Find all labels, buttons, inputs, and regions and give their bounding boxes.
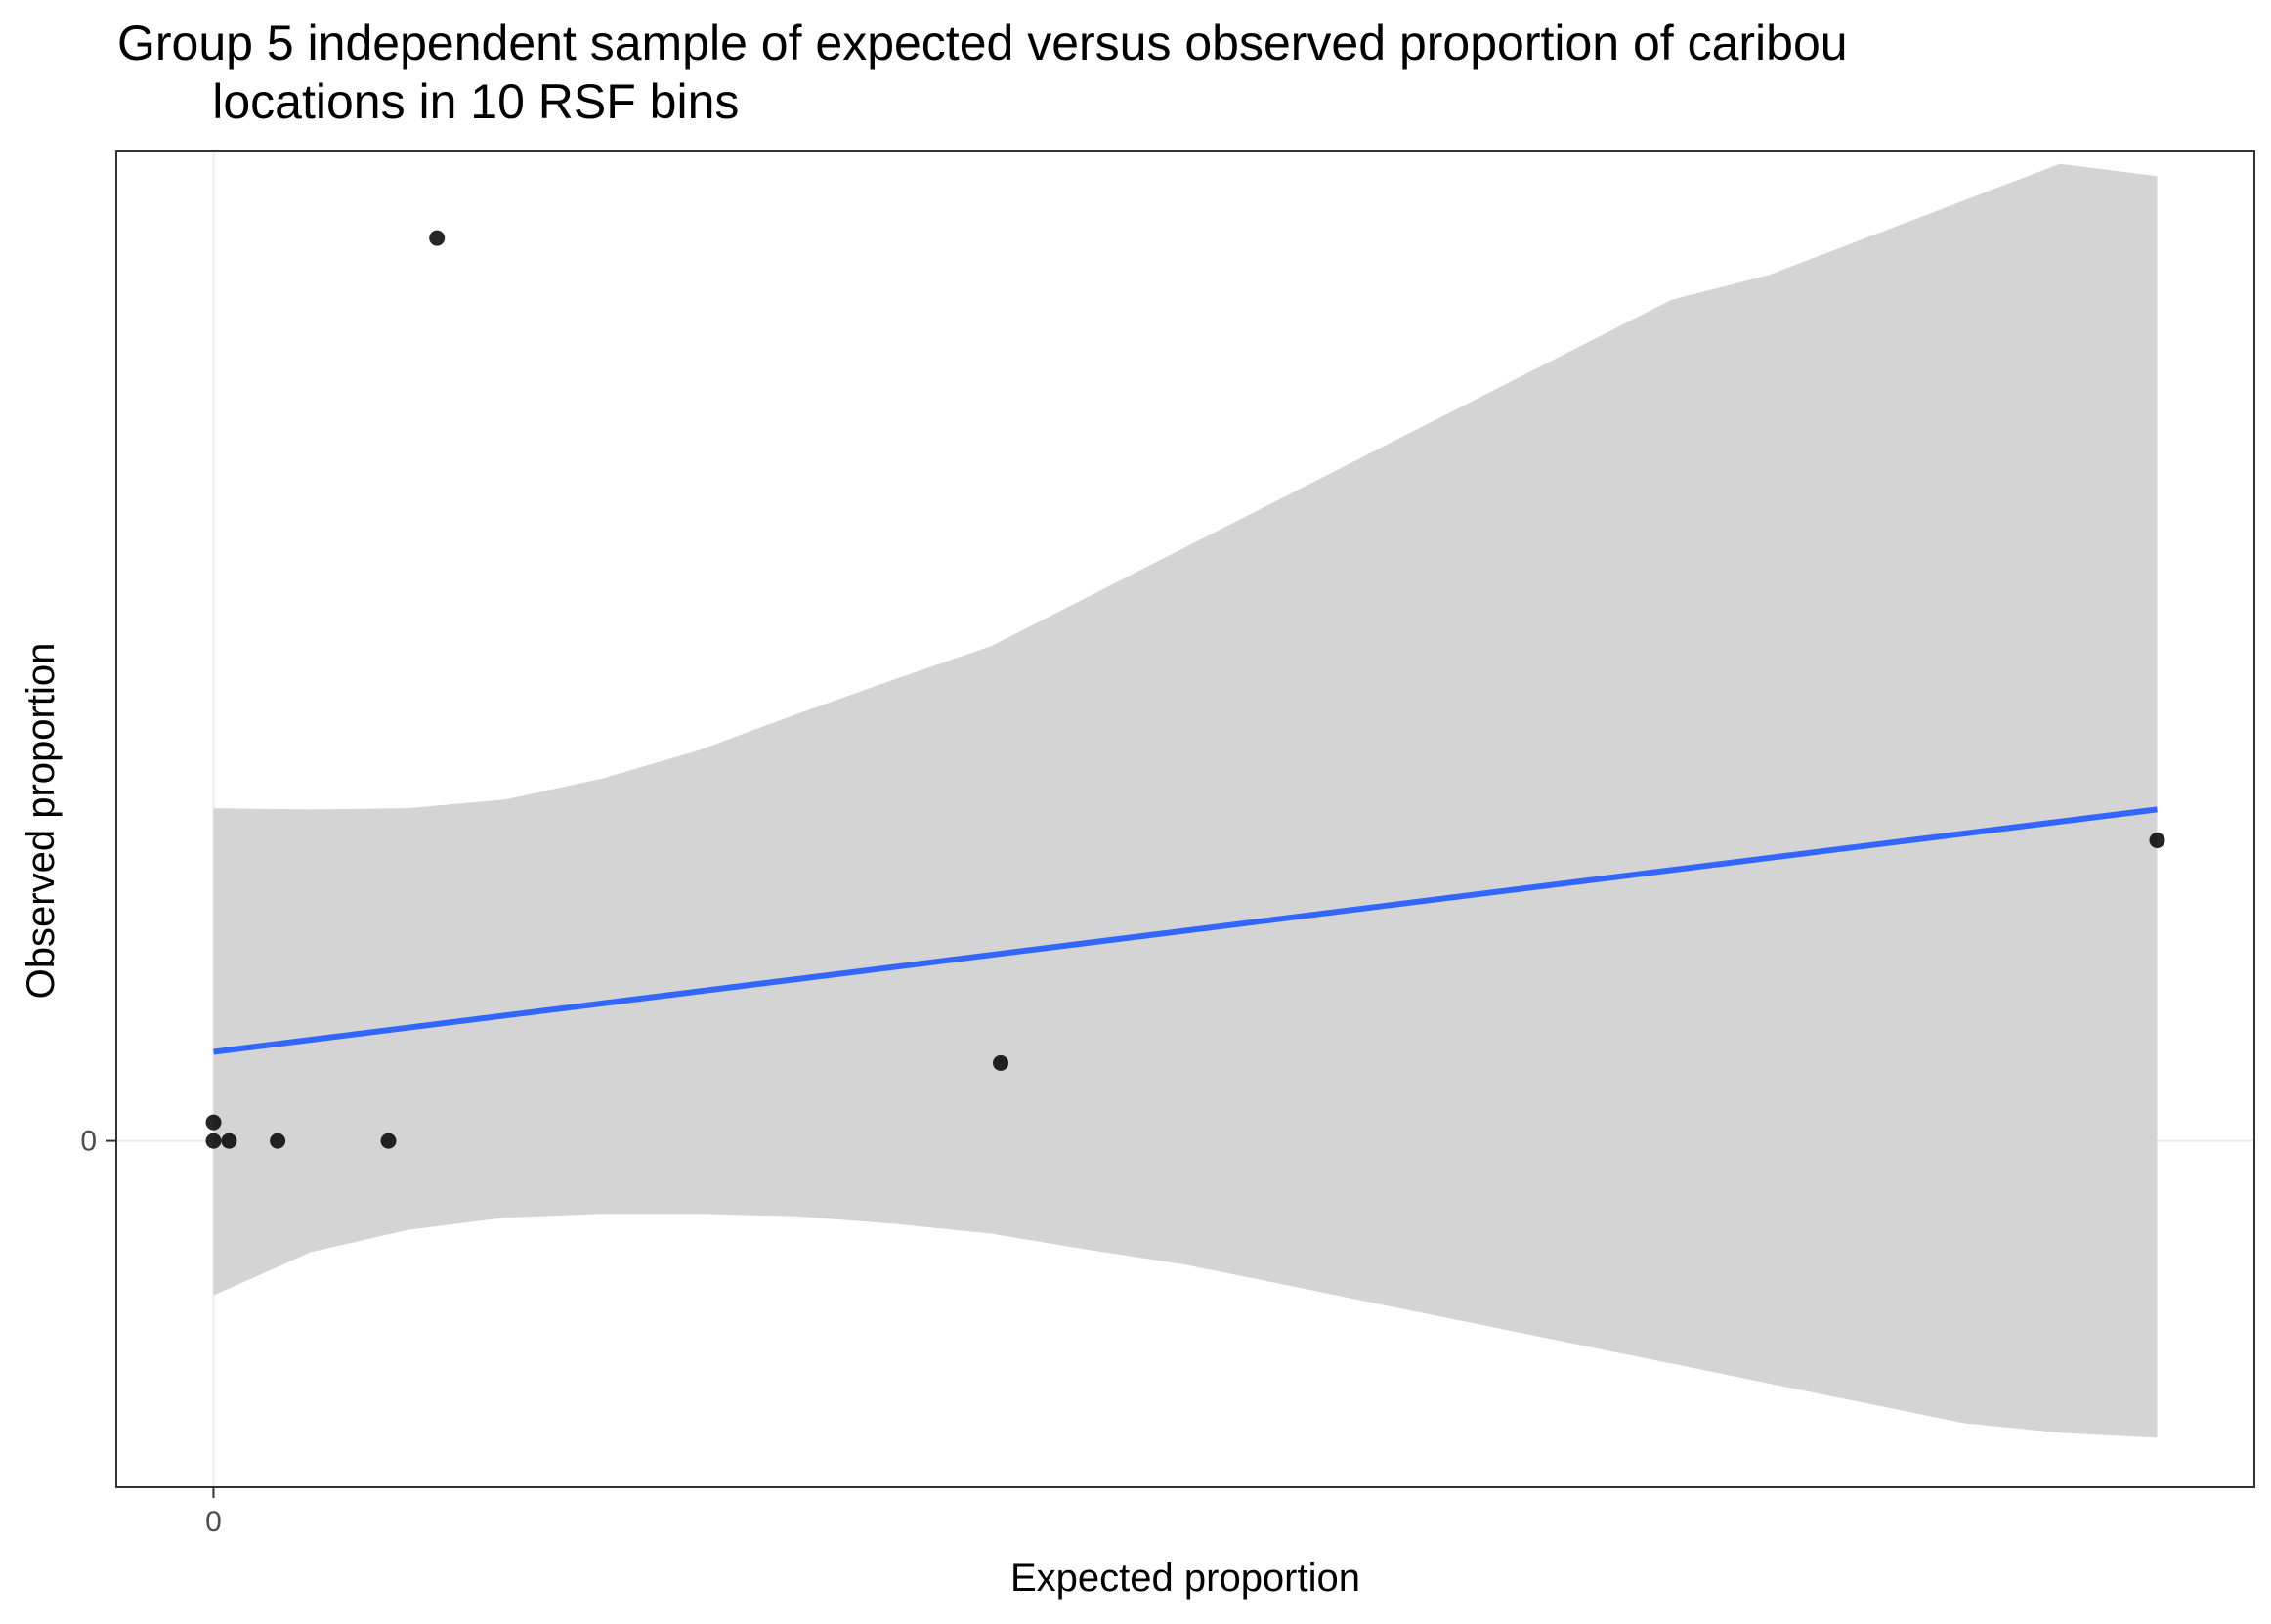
data-point-1 bbox=[205, 1114, 222, 1131]
data-point-3 bbox=[221, 1133, 237, 1149]
y-tick-label: 0 bbox=[80, 1126, 97, 1158]
y-axis-title: Observed proportion bbox=[20, 643, 63, 1000]
axis-ticks: 00 bbox=[80, 1126, 221, 1538]
data-point-8 bbox=[2149, 833, 2165, 848]
chart-title: Group 5 independent sample of expected v… bbox=[117, 16, 1848, 129]
data-point-2 bbox=[205, 1133, 222, 1149]
x-axis-title: Expected proportion bbox=[1010, 1557, 1360, 1600]
fit-line bbox=[213, 806, 2158, 1055]
data-point-6 bbox=[429, 230, 446, 246]
data-point-4 bbox=[270, 1133, 286, 1149]
data-point-5 bbox=[380, 1133, 397, 1149]
data-point-7 bbox=[993, 1054, 1008, 1071]
confidence-band bbox=[213, 163, 2158, 1438]
x-tick-label: 0 bbox=[205, 1506, 222, 1538]
data-points bbox=[205, 230, 2165, 1149]
panel-border bbox=[115, 150, 2255, 1488]
